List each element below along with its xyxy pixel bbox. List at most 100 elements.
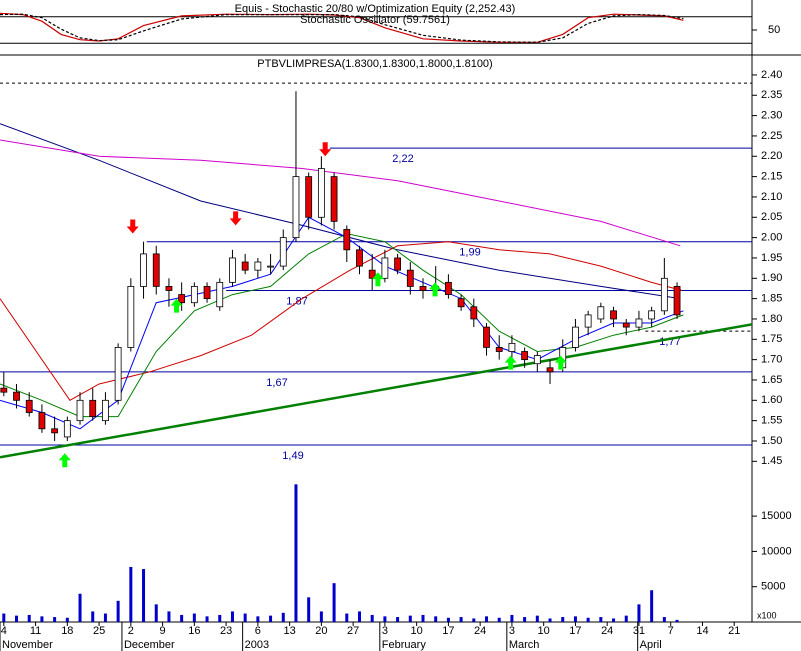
volume-bar bbox=[497, 617, 501, 622]
indicator-line bbox=[0, 139, 681, 247]
candle-body bbox=[165, 286, 173, 291]
volume-bar bbox=[510, 614, 514, 622]
x-tick-label: 20 bbox=[315, 625, 327, 637]
price-panel: 2,221,991,871,771,671,49 bbox=[0, 82, 752, 622]
volume-bar bbox=[192, 613, 196, 622]
x-tick-label: 18 bbox=[61, 625, 73, 637]
candle-body bbox=[572, 326, 579, 348]
x-tick-label: 25 bbox=[93, 625, 105, 637]
y-tick-label: 1.95 bbox=[761, 252, 782, 264]
candle-body bbox=[584, 314, 592, 328]
volume-bar bbox=[230, 611, 234, 622]
volume-bar bbox=[307, 597, 311, 622]
y-tick-label: 1.65 bbox=[761, 374, 782, 386]
volume-bar bbox=[269, 615, 273, 622]
candle-body bbox=[673, 286, 681, 316]
volume-bar bbox=[573, 616, 577, 622]
candle-body bbox=[521, 351, 529, 361]
candle-body bbox=[597, 306, 605, 320]
level-label: 1,49 bbox=[282, 450, 303, 462]
candle-body bbox=[152, 253, 160, 287]
y-tick-label: 1.75 bbox=[761, 333, 782, 345]
x-tick-label: 23 bbox=[220, 625, 232, 637]
volume-bar bbox=[91, 611, 95, 622]
x-tick-label: 4 bbox=[1, 625, 7, 637]
candle-body bbox=[241, 261, 249, 271]
buy-arrow bbox=[429, 282, 442, 297]
x-tick-label: 3 bbox=[382, 625, 388, 637]
sell-arrow bbox=[126, 219, 139, 234]
volume-bar bbox=[650, 590, 654, 622]
x-tick-label: 2 bbox=[128, 625, 134, 637]
candle-body bbox=[292, 176, 300, 239]
candle-body bbox=[216, 281, 224, 308]
volume-bar bbox=[243, 613, 247, 622]
sell-arrow bbox=[229, 211, 242, 226]
sell-arrow bbox=[319, 142, 332, 157]
candle-body bbox=[368, 269, 376, 279]
stochastic-tick-label: 50 bbox=[768, 24, 780, 36]
candle-body bbox=[610, 310, 617, 320]
buy-arrow bbox=[58, 453, 71, 468]
volume-bar bbox=[612, 618, 616, 622]
volume-bar bbox=[535, 615, 539, 622]
volume-bar bbox=[396, 617, 400, 622]
volume-bar bbox=[154, 604, 158, 622]
month-label: December bbox=[124, 639, 175, 651]
volume-bar bbox=[408, 615, 412, 622]
volume-bar bbox=[624, 615, 628, 622]
candle-body bbox=[140, 253, 147, 287]
candle-body bbox=[63, 420, 71, 438]
x-tick-label: 27 bbox=[347, 625, 359, 637]
month-label: March bbox=[509, 639, 540, 651]
buy-arrow bbox=[170, 298, 183, 313]
x-tick-label: 9 bbox=[160, 625, 166, 637]
x-tick-label: 31 bbox=[633, 625, 645, 637]
y-tick-label: 1.50 bbox=[761, 435, 782, 447]
candle-body bbox=[317, 168, 325, 218]
candle-body bbox=[254, 261, 262, 271]
y-tick-label: 1.85 bbox=[761, 293, 782, 305]
candle-body bbox=[0, 387, 8, 393]
candle-body bbox=[13, 391, 20, 401]
x-tick-label: 10 bbox=[538, 625, 550, 637]
y-tick-label: 2.00 bbox=[761, 232, 782, 244]
x-tick-label: 13 bbox=[283, 625, 295, 637]
y-tick-label: 2.10 bbox=[761, 191, 782, 203]
candle-body bbox=[635, 318, 643, 328]
volume-bar bbox=[205, 616, 209, 622]
volume-bar bbox=[332, 583, 336, 622]
buy-arrow bbox=[371, 272, 384, 287]
level-label: 1,99 bbox=[459, 247, 480, 259]
candle-body bbox=[406, 269, 414, 287]
level-label: 1,67 bbox=[266, 377, 287, 389]
volume-bar bbox=[167, 611, 171, 622]
candle-body bbox=[203, 286, 211, 300]
x-tick-label: 14 bbox=[696, 625, 708, 637]
volume-bar bbox=[548, 618, 552, 622]
buy-arrow bbox=[554, 355, 567, 370]
candle-body bbox=[343, 229, 351, 251]
y-tick-label: 2.25 bbox=[761, 130, 782, 142]
x-tick-label: 7 bbox=[668, 625, 674, 637]
x-tick-label: 24 bbox=[601, 625, 613, 637]
candle-body bbox=[76, 399, 84, 422]
volume-bar bbox=[421, 614, 425, 622]
candle-body bbox=[381, 257, 389, 279]
volume-bar bbox=[446, 617, 450, 622]
candle-body bbox=[508, 342, 516, 352]
candle-body bbox=[546, 367, 554, 373]
candle-body bbox=[622, 322, 630, 328]
volume-bar bbox=[65, 617, 69, 622]
candle-body bbox=[178, 294, 186, 304]
candle-body bbox=[279, 237, 287, 267]
volume-bar bbox=[27, 614, 31, 622]
y-tick-label: 2.40 bbox=[761, 69, 782, 81]
volume-bar bbox=[370, 614, 374, 622]
y-tick-label: 1.55 bbox=[761, 415, 782, 427]
x-tick-label: 16 bbox=[188, 625, 200, 637]
stochastic-line bbox=[0, 12, 684, 43]
candle-body bbox=[470, 306, 478, 320]
x-tick-label: 17 bbox=[442, 625, 454, 637]
